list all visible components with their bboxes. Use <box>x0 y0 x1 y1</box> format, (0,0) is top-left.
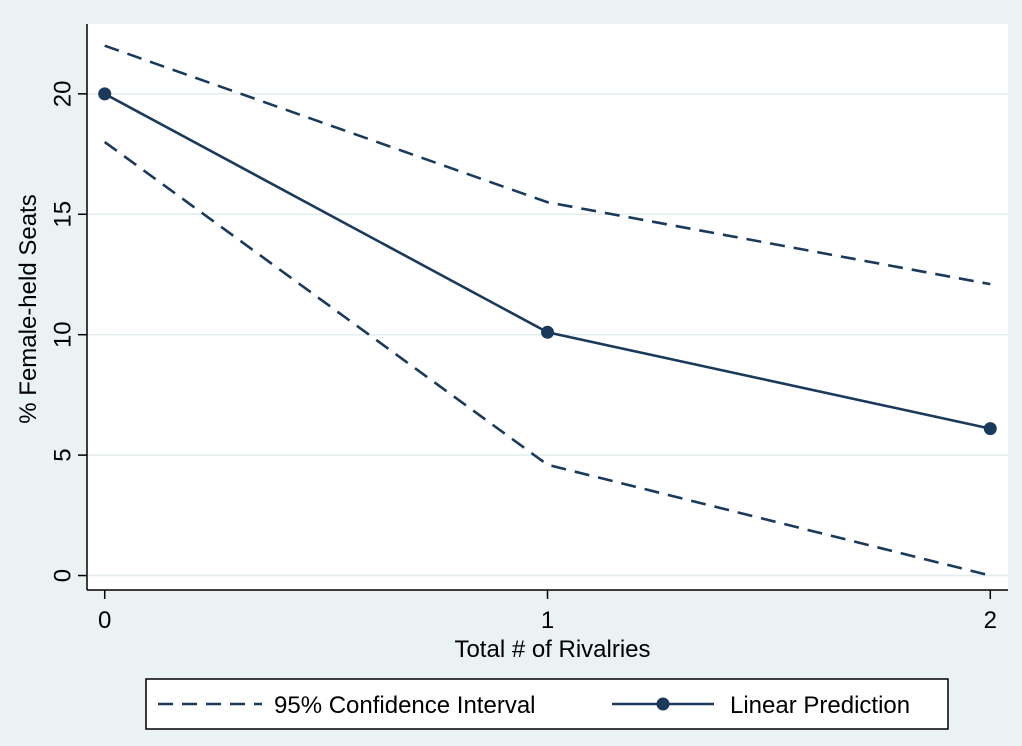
x-tick-label-1: 1 <box>541 607 554 634</box>
legend-box <box>145 678 949 730</box>
y-tick-label-15: 15 <box>50 201 77 228</box>
legend: 95% Confidence Interval Linear Predictio… <box>145 678 949 730</box>
y-tick-label-10: 10 <box>50 321 77 348</box>
tick-labels: 0 5 10 15 20 0 1 2 <box>50 80 997 634</box>
x-tick-label-0: 0 <box>98 607 111 634</box>
legend-prediction-marker <box>656 697 670 711</box>
data-point-prediction-2 <box>983 422 997 436</box>
y-tick-label-0: 0 <box>50 569 77 582</box>
y-tick-label-5: 5 <box>50 448 77 461</box>
plot-area <box>87 24 1008 590</box>
series-line-ci-lower <box>103 140 991 577</box>
legend-ci-label: 95% Confidence Interval <box>274 692 536 719</box>
data-point-prediction-0 <box>98 87 112 101</box>
y-tick-label-20: 20 <box>50 80 77 107</box>
series-line-ci-upper <box>104 44 991 286</box>
data-point-prediction-1 <box>541 325 554 339</box>
legend-prediction-label: Linear Prediction <box>730 692 910 719</box>
y-axis-title: % Female-held Seats <box>15 194 42 423</box>
x-axis-title: Total # of Rivalries <box>454 636 650 663</box>
x-tick-label-2: 2 <box>984 607 997 634</box>
series-layer <box>98 44 997 577</box>
axes <box>78 24 1008 599</box>
